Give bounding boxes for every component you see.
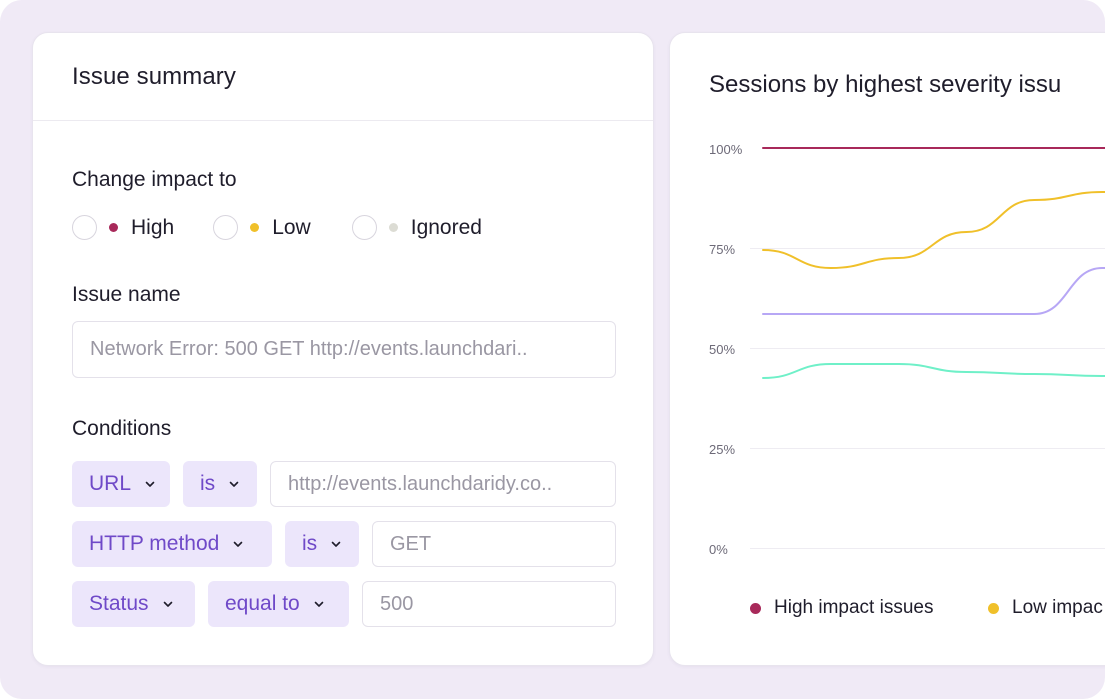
- issue-name-label: Issue name: [72, 283, 181, 306]
- series-line-1: [762, 190, 1105, 270]
- condition-field-dropdown[interactable]: Status: [72, 581, 195, 627]
- gridline: [750, 548, 1105, 549]
- legend-label: High impact issues: [774, 597, 934, 618]
- chevron-down-icon: [229, 481, 239, 487]
- line-plot: [762, 147, 1105, 379]
- chevron-down-icon: [145, 481, 155, 487]
- radio-button[interactable]: [351, 215, 377, 240]
- impact-option-label: Ignored: [410, 215, 482, 239]
- impact-radio-group: High Low Ignored: [72, 215, 510, 240]
- y-tick-label: 25%: [709, 442, 736, 457]
- y-tick-label: 50%: [709, 342, 736, 357]
- conditions-label: Conditions: [72, 417, 172, 440]
- chevron-down-icon: [163, 601, 172, 607]
- gridline: [750, 348, 1105, 349]
- chevron-down-icon: [314, 601, 324, 607]
- legend-item: Low impac: [988, 597, 1103, 619]
- condition-operator-dropdown[interactable]: is: [285, 521, 359, 567]
- legend-dot-icon: [988, 602, 999, 614]
- impact-option-ignored[interactable]: Ignored: [351, 215, 482, 240]
- condition-field-dropdown[interactable]: URL: [72, 461, 170, 507]
- condition-operator-label: equal to: [225, 592, 300, 615]
- impact-option-low[interactable]: Low: [213, 215, 311, 240]
- condition-field-dropdown[interactable]: HTTP method: [72, 521, 272, 567]
- condition-value-input[interactable]: GET: [372, 521, 616, 567]
- condition-operator-label: is: [200, 472, 216, 495]
- condition-operator-dropdown[interactable]: is: [183, 461, 257, 507]
- condition-value-input[interactable]: 500: [362, 581, 616, 627]
- condition-field-label: URL: [89, 472, 132, 495]
- radio-button[interactable]: [213, 215, 239, 240]
- chevron-down-icon: [331, 541, 341, 547]
- impact-option-label: Low: [272, 215, 311, 239]
- y-tick-label: 0%: [709, 542, 728, 557]
- chevron-down-icon: [234, 541, 243, 547]
- chart-title: Sessions by highest severity issu: [709, 71, 1062, 98]
- condition-field-label: HTTP method: [89, 532, 220, 555]
- impact-option-high[interactable]: High: [72, 215, 174, 240]
- issue-name-input[interactable]: Network Error: 500 GET http://events.lau…: [72, 321, 616, 378]
- severity-dot-icon: [250, 223, 260, 232]
- sessions-chart-card: Sessions by highest severity issu 100% 7…: [669, 32, 1105, 666]
- condition-operator-dropdown[interactable]: equal to: [208, 581, 349, 627]
- change-impact-label: Change impact to: [72, 168, 237, 191]
- series-line-3: [762, 362, 1105, 379]
- condition-operator-label: is: [302, 532, 318, 555]
- legend-label: Low impac: [1012, 597, 1103, 618]
- impact-option-label: High: [131, 215, 175, 239]
- card-title: Issue summary: [72, 62, 237, 90]
- condition-field-label: Status: [89, 592, 149, 615]
- series-line-2: [762, 266, 1105, 315]
- severity-dot-icon: [388, 223, 398, 232]
- card-header: Issue summary: [33, 33, 653, 121]
- condition-value-input[interactable]: http://events.launchdaridy.co..: [270, 461, 616, 507]
- gridline: [750, 448, 1105, 449]
- legend-item: High impact issues: [750, 597, 933, 619]
- y-tick-label: 100%: [709, 142, 743, 157]
- issue-summary-card: Issue summary Change impact to High Low …: [32, 32, 654, 666]
- y-tick-label: 75%: [709, 242, 736, 257]
- legend-dot-icon: [750, 602, 761, 614]
- severity-dot-icon: [109, 223, 118, 232]
- radio-button[interactable]: [72, 215, 97, 240]
